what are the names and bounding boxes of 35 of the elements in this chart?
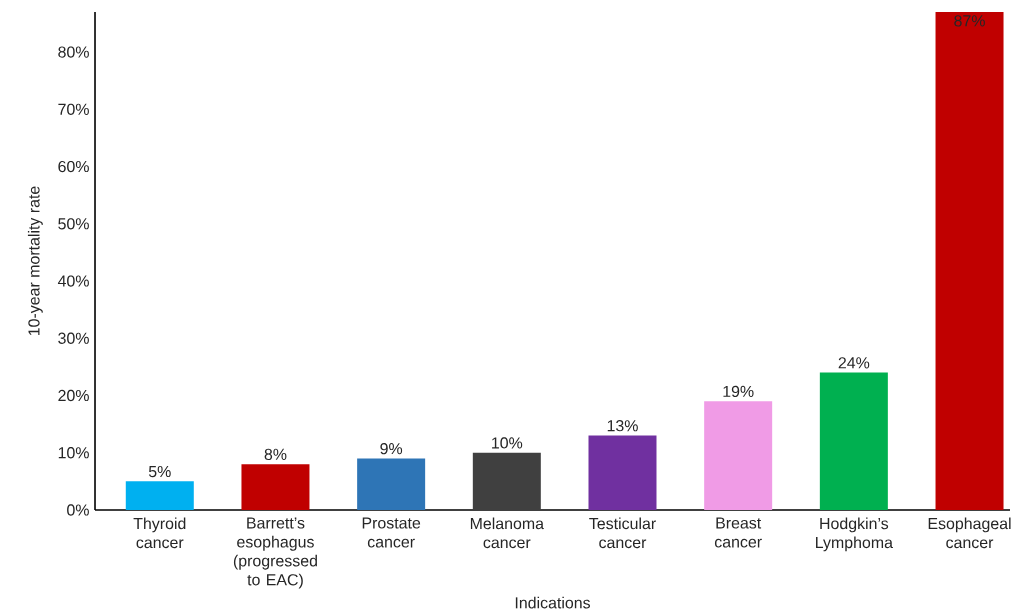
y-tick-label: 60% <box>58 160 89 173</box>
x-tick-label: Barrett’s esophagus (progressed to EAC) <box>233 517 317 589</box>
data-label: 8% <box>264 448 287 460</box>
bar <box>125 481 194 510</box>
y-tick-label: 10% <box>58 447 89 459</box>
data-label: 19% <box>723 385 754 398</box>
bar <box>588 435 657 510</box>
bar <box>819 372 888 510</box>
bar <box>241 464 310 510</box>
y-axis-title: 10-year mortality rate <box>27 186 43 336</box>
y-tick-label: 70% <box>58 103 89 115</box>
y-tick-label: 0% <box>67 504 89 516</box>
x-tick-label: Thyroid cancer <box>133 517 186 549</box>
y-tick-label: 40% <box>57 275 89 287</box>
data-label: 24% <box>838 357 870 369</box>
data-label: 5% <box>148 465 171 478</box>
x-axis-title: Indications <box>515 596 591 609</box>
x-tick-label: Hodgkin’s Lymphoma <box>816 517 893 552</box>
x-tick-label: Esophageal cancer <box>928 517 1011 549</box>
bar <box>357 458 426 510</box>
x-tick-label: Melanoma cancer <box>470 517 545 549</box>
y-tick-label: 50% <box>58 218 89 230</box>
x-tick-label: Testicular cancer <box>589 517 656 549</box>
bar <box>472 452 541 510</box>
y-tick-label: 30% <box>58 332 89 344</box>
data-label: 87% <box>954 15 985 27</box>
data-label: 13% <box>607 420 638 432</box>
x-tick-label: Prostate cancer <box>362 517 421 548</box>
y-tick-label: 80% <box>58 46 89 58</box>
data-label: 9% <box>380 442 403 455</box>
x-tick-label: Breast cancer <box>714 517 762 548</box>
bar <box>935 11 1004 510</box>
data-label: 10% <box>492 437 523 449</box>
bar <box>704 401 773 510</box>
y-tick-label: 20% <box>58 389 89 402</box>
